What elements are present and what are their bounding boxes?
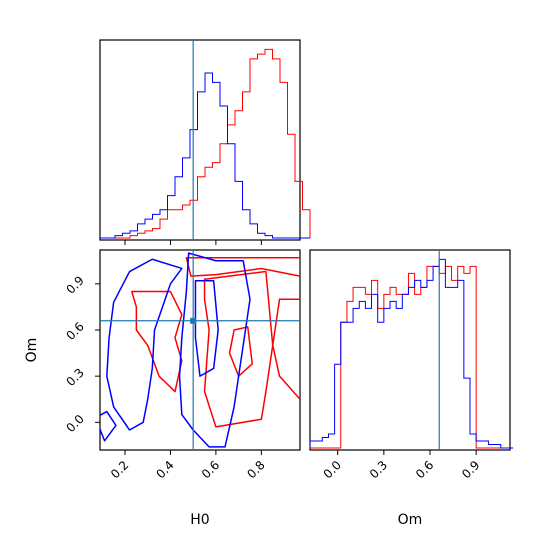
red-contour-line xyxy=(271,298,300,400)
om-histogram-red-series xyxy=(310,265,514,449)
blue-contour-line xyxy=(178,252,251,448)
om-histogram-frame xyxy=(309,249,511,451)
h0-histogram-panel xyxy=(99,39,311,245)
truth-marker xyxy=(190,317,197,324)
h0-blue-hist-bar xyxy=(100,72,310,239)
red-contour-line xyxy=(131,290,183,393)
h0-histogram-ticks xyxy=(124,240,262,245)
om-histogram-blue-series xyxy=(309,258,514,449)
blue-contour-line xyxy=(106,258,183,431)
h0-histogram-frame xyxy=(99,39,301,241)
contour-truth-lines xyxy=(100,250,300,450)
x-axis-label-h0: H0 xyxy=(190,512,209,528)
h0-histogram-red-series xyxy=(100,48,311,239)
contour-blue-series xyxy=(100,252,251,448)
red-contour-line xyxy=(185,256,300,277)
blue-contour-line xyxy=(194,280,219,377)
om-red-hist-bar xyxy=(310,265,514,449)
h0-red-hist-bar xyxy=(100,48,311,239)
blue-contour-line xyxy=(100,410,117,442)
h0-histogram-blue-series xyxy=(100,72,310,239)
red-contour-line xyxy=(203,270,274,428)
x-axis-label-om: Om xyxy=(398,512,423,528)
y-axis-label-om: Om xyxy=(24,338,40,363)
om-blue-hist-bar xyxy=(309,258,514,449)
h0-om-contour-panel: 0.2 0.4 0.6 0.80.00.30.60.9 xyxy=(63,249,301,481)
